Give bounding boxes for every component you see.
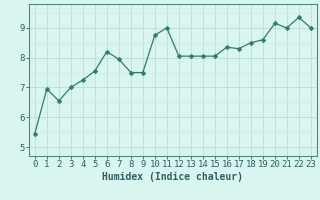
X-axis label: Humidex (Indice chaleur): Humidex (Indice chaleur) bbox=[102, 172, 243, 182]
